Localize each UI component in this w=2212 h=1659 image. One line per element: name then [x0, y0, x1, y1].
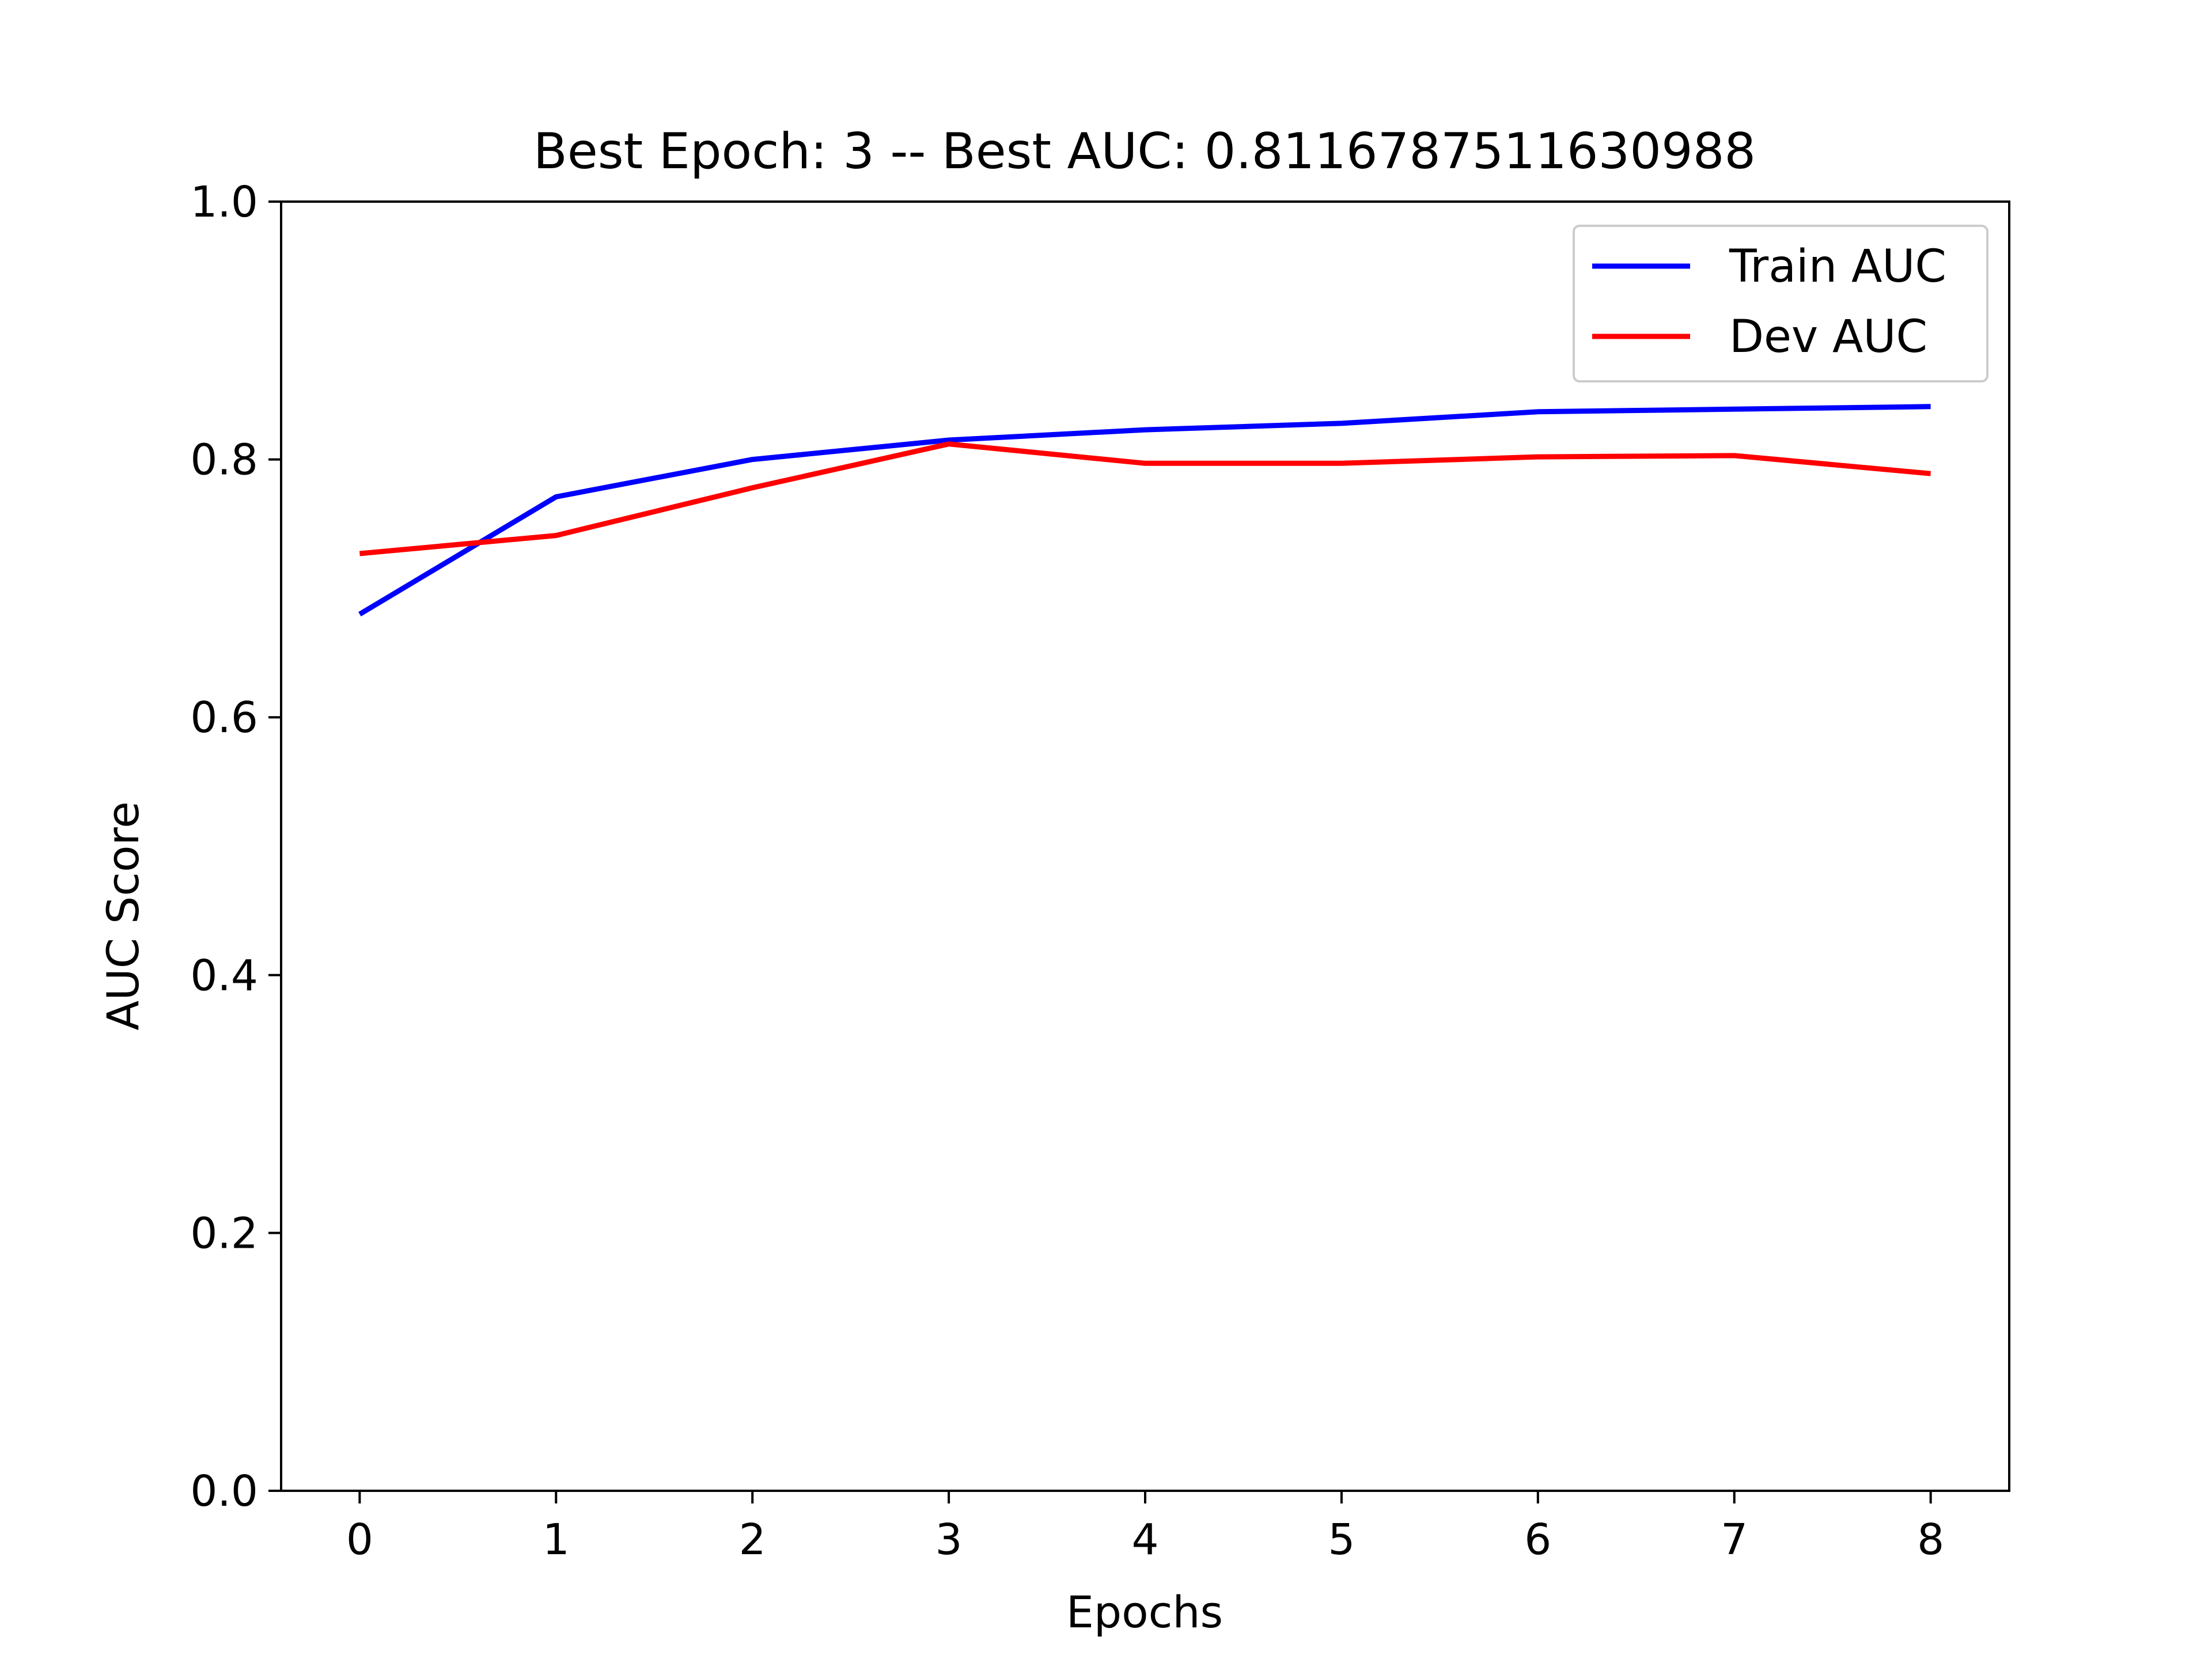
y-tick-label: 0.8: [190, 435, 258, 485]
x-tick-label: 4: [1131, 1515, 1158, 1565]
x-tick-label: 2: [739, 1515, 766, 1565]
x-tick-label: 1: [543, 1515, 570, 1565]
legend-label: Dev AUC: [1729, 311, 1927, 363]
series-line-dev-auc: [359, 441, 1931, 556]
y-tick-label: 0.6: [190, 693, 258, 743]
y-tick-label: 0.4: [190, 951, 258, 1001]
x-tick-label: 6: [1524, 1515, 1551, 1565]
x-tick-label: 7: [1721, 1515, 1748, 1565]
legend: Train AUC Dev AUC: [1573, 225, 1988, 382]
plot-frame: [280, 200, 2010, 1492]
y-tick-label: 1.0: [190, 177, 258, 227]
y-tick-label: 0.2: [190, 1209, 258, 1258]
series-line-train-auc: [358, 404, 1931, 617]
y-axis-label: AUC Score: [97, 801, 149, 1031]
x-axis-label: Epochs: [1066, 1586, 1223, 1638]
legend-label: Train AUC: [1729, 241, 1946, 293]
chart-title: Best Epoch: 3 -- Best AUC: 0.81167875116…: [533, 123, 1756, 180]
x-tick-label: 3: [935, 1515, 963, 1565]
x-tick-label: 0: [346, 1515, 373, 1565]
x-tick-label: 8: [1917, 1515, 1944, 1565]
y-tick-label: 0.0: [190, 1467, 258, 1516]
x-tick-label: 5: [1328, 1515, 1355, 1565]
